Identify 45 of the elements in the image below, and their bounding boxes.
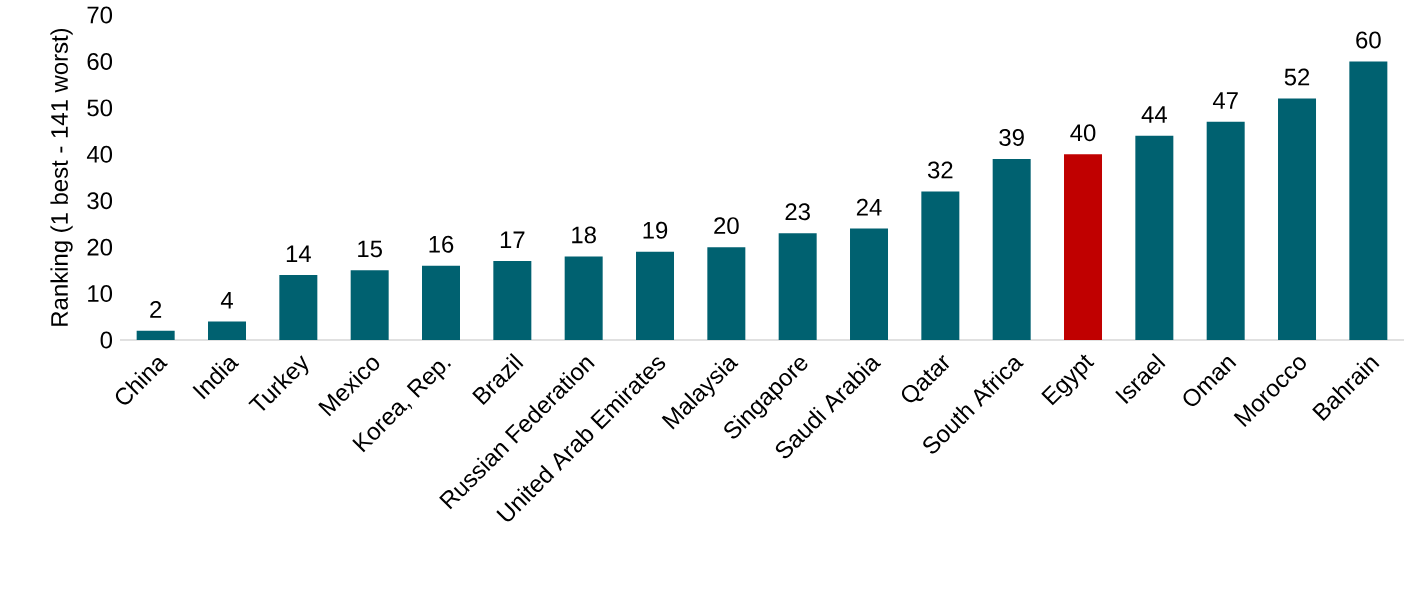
y-tick-label: 0 xyxy=(100,331,113,349)
y-axis-title: Ranking (1 best - 141 worst) xyxy=(50,28,73,326)
data-label: 4 xyxy=(220,291,233,309)
data-label: 16 xyxy=(429,235,454,253)
data-label: 15 xyxy=(358,240,382,258)
y-tick-label: 20 xyxy=(87,238,113,256)
y-tick-label: 60 xyxy=(87,52,113,70)
bar xyxy=(208,321,246,340)
bar xyxy=(136,330,175,340)
bar xyxy=(564,256,603,340)
bar xyxy=(1349,61,1388,340)
bar xyxy=(636,251,675,340)
data-label: 32 xyxy=(927,161,953,179)
data-label: 17 xyxy=(500,231,525,249)
y-tick-label: 10 xyxy=(88,285,113,303)
bar xyxy=(350,270,389,340)
y-tick-label: 70 xyxy=(87,6,113,24)
data-label: 20 xyxy=(714,217,739,235)
y-tick-label: 40 xyxy=(86,145,113,163)
data-label: 40 xyxy=(1070,124,1096,142)
bar xyxy=(279,275,318,340)
data-label: 14 xyxy=(286,245,311,262)
data-label: 52 xyxy=(1284,68,1310,86)
bar xyxy=(778,233,817,340)
bar xyxy=(992,158,1031,340)
data-label: 44 xyxy=(1141,106,1167,123)
data-label: 24 xyxy=(856,198,882,216)
y-tick-label: 50 xyxy=(87,99,113,117)
data-label: 39 xyxy=(999,128,1024,146)
bar xyxy=(1064,154,1103,340)
y-tick-label: 30 xyxy=(87,192,113,210)
bar xyxy=(1206,121,1245,340)
bar xyxy=(921,191,960,340)
data-label: 18 xyxy=(572,226,596,244)
data-label: 47 xyxy=(1212,92,1238,109)
data-label: 19 xyxy=(643,221,668,239)
data-label: 60 xyxy=(1356,31,1381,49)
bar xyxy=(493,261,532,340)
bar xyxy=(707,247,746,340)
bar xyxy=(422,265,460,340)
bar xyxy=(1135,135,1174,340)
data-label: 2 xyxy=(150,300,162,318)
data-label: 23 xyxy=(785,203,810,221)
bar xyxy=(1278,98,1317,340)
bar xyxy=(850,228,889,340)
